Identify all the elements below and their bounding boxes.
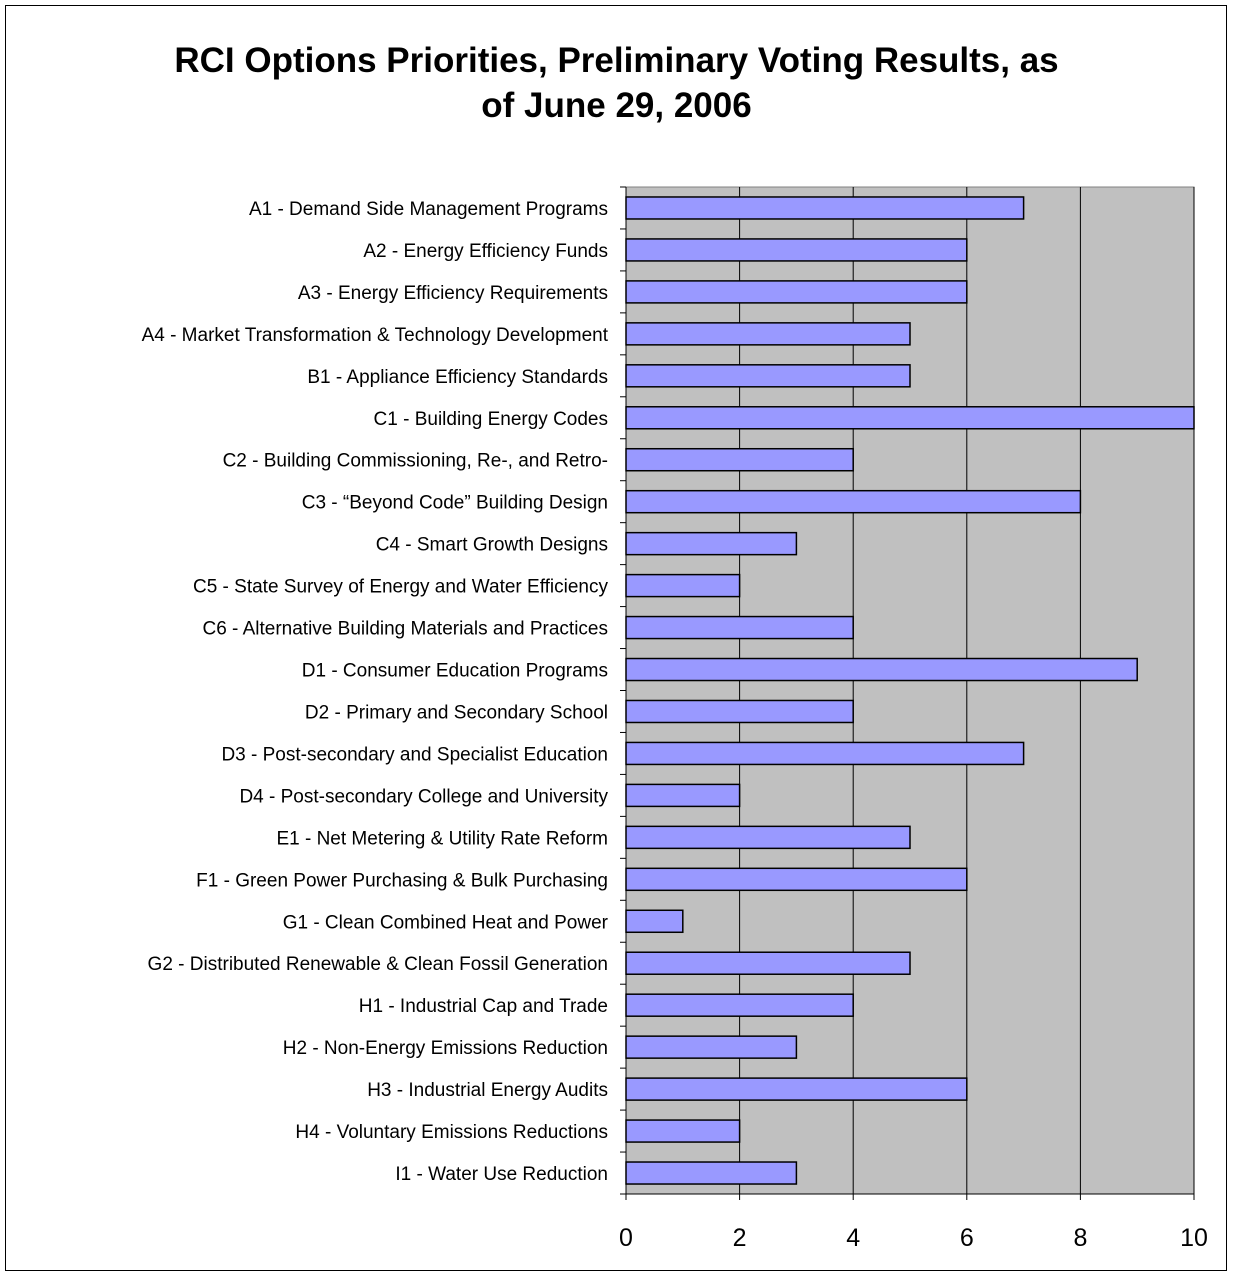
bar (625, 280, 968, 304)
category-label: H4 - Voluntary Emissions Reductions (295, 1122, 608, 1143)
x-tick-label: 10 (1180, 1224, 1208, 1252)
category-label: C4 - Smart Growth Designs (376, 535, 608, 556)
category-label: G1 - Clean Combined Heat and Power (283, 912, 609, 933)
category-label: D4 - Post-secondary College and Universi… (239, 786, 608, 807)
bar (625, 993, 854, 1017)
bar (625, 825, 911, 850)
category-label: A2 - Energy Efficiency Funds (363, 241, 608, 262)
category-label: H3 - Industrial Energy Audits (367, 1080, 608, 1101)
bar (625, 1077, 968, 1101)
category-label: I1 - Water Use Reduction (395, 1164, 608, 1185)
bar (625, 1161, 798, 1185)
bar (625, 322, 911, 346)
x-tick-label: 6 (960, 1224, 974, 1252)
category-label: D1 - Consumer Education Programs (302, 661, 608, 682)
bar (625, 657, 1138, 682)
x-tick-label: 2 (733, 1224, 747, 1252)
bar (625, 699, 854, 724)
bar (625, 741, 1025, 766)
bar (625, 1035, 798, 1059)
bar (625, 909, 684, 934)
chart-title-line-1: RCI Options Priorities, Preliminary Voti… (174, 41, 1059, 80)
category-label: C6 - Alternative Building Materials and … (202, 619, 608, 640)
category-label: D2 - Primary and Secondary School (305, 702, 608, 723)
category-label: A4 - Market Transformation & Technology … (142, 325, 609, 346)
category-label: D3 - Post-secondary and Specialist Educa… (221, 744, 608, 765)
x-tick-label: 0 (619, 1224, 633, 1252)
bar (625, 615, 854, 640)
category-label: H1 - Industrial Cap and Trade (359, 996, 608, 1017)
x-tick-label: 8 (1073, 1224, 1087, 1252)
category-label: F1 - Green Power Purchasing & Bulk Purch… (196, 870, 608, 891)
category-label: A3 - Energy Efficiency Requirements (298, 283, 608, 304)
plot-area (625, 186, 1195, 1195)
bar (625, 573, 741, 598)
bar (625, 531, 798, 556)
bar (625, 783, 741, 808)
bar (625, 406, 1195, 430)
category-label: B1 - Appliance Efficiency Standards (307, 367, 608, 388)
bar (625, 867, 968, 892)
bar (625, 364, 911, 388)
x-tick-label: 4 (846, 1224, 860, 1252)
category-label: C1 - Building Energy Codes (374, 409, 608, 430)
bar (625, 1119, 741, 1143)
category-label: C5 - State Survey of Energy and Water Ef… (193, 577, 609, 598)
category-label: A1 - Demand Side Management Programs (249, 199, 608, 220)
chart-title-line-2: of June 29, 2006 (481, 86, 752, 125)
bar (625, 489, 1082, 514)
chart-title: RCI Options Priorities, Preliminary Voti… (0, 38, 1233, 128)
bar (625, 238, 968, 262)
bar (625, 951, 911, 975)
category-label: C2 - Building Commissioning, Re-, and Re… (223, 451, 608, 472)
category-label: E1 - Net Metering & Utility Rate Reform (276, 828, 608, 849)
category-label: G2 - Distributed Renewable & Clean Fossi… (148, 954, 608, 975)
bar (625, 447, 854, 472)
category-label: H2 - Non-Energy Emissions Reduction (283, 1038, 608, 1059)
bar (625, 196, 1025, 220)
category-label: C3 - “Beyond Code” Building Design (302, 493, 608, 514)
